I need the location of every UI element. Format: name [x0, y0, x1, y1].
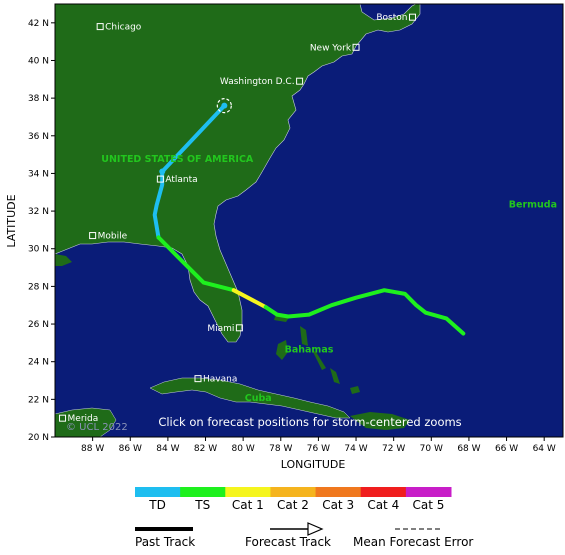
x-tick-label: 64 W	[533, 444, 556, 454]
current-position-dot[interactable]	[221, 102, 228, 109]
category-swatch	[270, 487, 317, 497]
y-tick-label: 20 N	[28, 433, 49, 443]
y-tick-label: 34 N	[28, 169, 49, 179]
track-segment	[160, 103, 227, 174]
category-swatch	[405, 487, 452, 497]
x-tick-label: 88 W	[81, 444, 104, 454]
y-tick-label: 36 N	[28, 132, 49, 142]
city-marker-icon	[408, 13, 416, 21]
y-tick-label: 40 N	[28, 56, 49, 66]
category-label: Cat 1	[232, 498, 264, 512]
past-track-label: Past Track	[135, 535, 195, 549]
hispaniola-island	[350, 412, 410, 430]
y-tick-label: 22 N	[28, 395, 49, 405]
bahamas-long-island	[330, 368, 340, 384]
x-tick-label: 74 W	[344, 444, 367, 454]
category-label: Cat 5	[412, 498, 444, 512]
track-segment	[156, 235, 236, 293]
city-marker-icon	[352, 43, 360, 51]
us-east-coast-landmass	[55, 4, 421, 343]
city-marker-icon	[59, 414, 67, 422]
x-tick-label: 68 W	[457, 444, 480, 454]
city-marker-icon	[156, 175, 164, 183]
x-tick-label: 76 W	[307, 444, 330, 454]
category-label: Cat 2	[277, 498, 309, 512]
yucatan-peninsula	[55, 407, 117, 437]
category-swatch	[225, 487, 271, 497]
bahamas-andros	[276, 340, 288, 360]
city-label: Merida	[68, 414, 99, 424]
region-label: Bahamas	[285, 344, 334, 355]
city-marker-icon	[194, 375, 202, 383]
y-tick-label: 26 N	[28, 320, 49, 330]
x-tick-label: 82 W	[194, 444, 217, 454]
track-segment	[231, 288, 268, 310]
x-tick-label: 72 W	[382, 444, 405, 454]
category-swatch	[180, 487, 226, 497]
land-masses	[55, 4, 421, 437]
storm-track	[152, 103, 466, 336]
y-tick-label: 38 N	[28, 94, 49, 104]
category-label: Cat 3	[322, 498, 354, 512]
region-label: UNITED STATES OF AMERICA	[101, 154, 254, 165]
track-segment	[263, 288, 466, 336]
city-label: New York	[310, 43, 352, 53]
city-label: Mobile	[98, 232, 128, 242]
category-swatch	[135, 487, 181, 497]
region-label: Cuba	[245, 393, 272, 404]
bahamas-eleuthera	[300, 326, 308, 346]
forecast-track-label: Forecast Track	[245, 535, 331, 549]
category-swatch	[315, 487, 362, 497]
y-tick-label: 32 N	[28, 207, 49, 217]
bahamas-inagua	[350, 386, 360, 394]
x-tick-label: 66 W	[495, 444, 518, 454]
city-marker-icon	[235, 324, 243, 332]
track-point[interactable]	[159, 168, 166, 175]
y-axis-title: LATITUDE	[5, 194, 18, 247]
forecast-zoom-notice[interactable]: Click on forecast positions for storm-ce…	[158, 415, 461, 429]
category-label: TS	[194, 498, 210, 512]
current-position-marker	[216, 98, 232, 114]
city-label: Miami	[207, 324, 234, 334]
track-segment	[152, 169, 165, 240]
copyright-label: © UCL 2022	[66, 422, 128, 433]
y-tick-label: 24 N	[28, 358, 49, 368]
gulf-coast-strip	[55, 254, 72, 266]
x-axis-title: LONGITUDE	[281, 458, 346, 471]
category-label: TD	[148, 498, 166, 512]
x-tick-label: 84 W	[156, 444, 179, 454]
city-marker-icon	[89, 232, 97, 240]
mean-forecast-error-label: Mean Forecast Error	[353, 535, 473, 549]
x-tick-label: 78 W	[269, 444, 292, 454]
bahamas-exuma	[312, 350, 326, 370]
track-type-legend: Past Track Forecast Track Mean Forecast …	[135, 522, 473, 549]
y-axis-ticks: 42 N 40 N 38 N 36 N 34 N 32 N 30 N 28 N 26 N 24 N…	[28, 19, 55, 443]
city-label: Atlanta	[165, 175, 197, 185]
category-label: Cat 4	[367, 498, 399, 512]
city-label: Boston	[376, 13, 407, 23]
cuba-island	[149, 377, 351, 419]
category-legend-labels: TD TS Cat 1 Cat 2 Cat 3 Cat 4 Cat 5	[148, 498, 444, 512]
x-tick-label: 86 W	[119, 444, 142, 454]
x-tick-label: 70 W	[420, 444, 443, 454]
city-marker-icon	[96, 23, 104, 31]
y-tick-label: 30 N	[28, 245, 49, 255]
forecast-arrow-icon	[307, 522, 324, 536]
city-markers: Chicago Boston New York Washington D.C. Atla…	[59, 13, 416, 424]
region-labels: UNITED STATES OF AMERICA Bermuda Bahamas Cu…	[101, 154, 557, 404]
current-position-ring[interactable]	[216, 98, 232, 114]
city-label: Havana	[203, 375, 237, 385]
x-tick-label: 80 W	[232, 444, 255, 454]
city-label: Chicago	[105, 23, 142, 33]
map-frame	[54, 3, 564, 438]
category-legend-bar	[135, 487, 452, 497]
y-tick-label: 28 N	[28, 282, 49, 292]
y-tick-label: 42 N	[28, 19, 49, 29]
city-marker-icon	[296, 77, 304, 85]
city-label: Washington D.C.	[220, 77, 295, 87]
region-label: Bermuda	[509, 199, 557, 210]
category-swatch	[360, 487, 407, 497]
x-axis-ticks: 88 W 86 W 84 W 82 W 80 W 78 W 76 W 74 W 72 W 70 W…	[81, 437, 556, 454]
